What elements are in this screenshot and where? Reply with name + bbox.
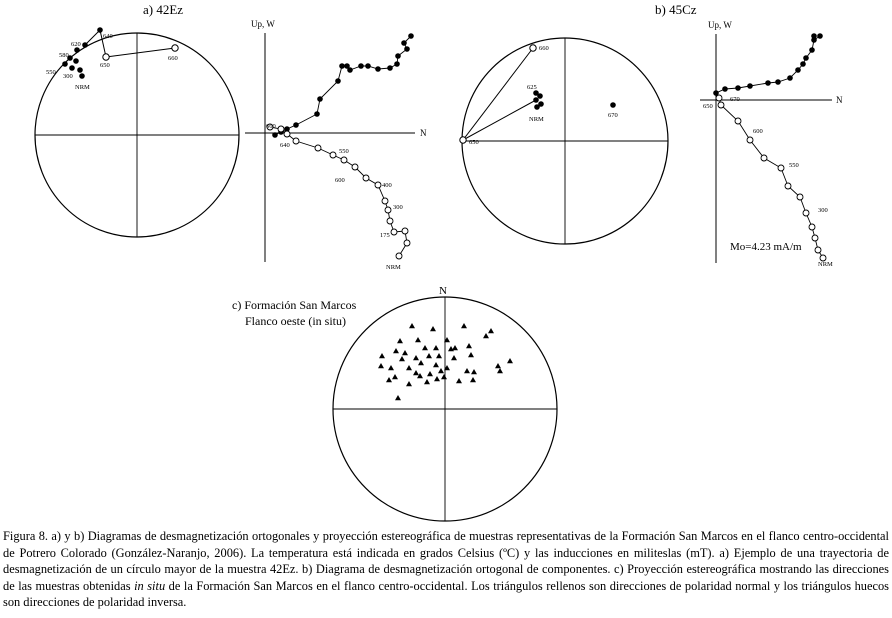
panel-a-zijderveld: Up, W N 660 640 [245, 19, 427, 271]
stereo-a-label: 620 [71, 41, 81, 48]
normal-polarity-triangle [497, 368, 503, 374]
zij-b-label: 670 [730, 96, 740, 103]
normal-polarity-triangle [392, 374, 398, 380]
stereo-b-label: 660 [539, 45, 549, 52]
panel-c-title-line1: c) Formación San Marcos [232, 298, 357, 312]
stereo-a-label: 580 [59, 52, 69, 59]
normal-polarity-triangle [395, 395, 401, 401]
triangle-markers [378, 323, 513, 401]
normal-polarity-triangle [495, 363, 501, 369]
stereo-b-label: 670 [608, 112, 618, 119]
zij-a-label: 550 [339, 148, 349, 155]
normal-polarity-triangle [426, 353, 432, 359]
normal-polarity-triangle [430, 326, 436, 332]
figure-caption: Figura 8. a) y b) Diagramas de desmagnet… [3, 528, 889, 611]
stereo-a-label: 300 [63, 73, 73, 80]
normal-polarity-triangle [386, 377, 392, 383]
normal-polarity-triangle [438, 368, 444, 374]
zij-a-n-label: N [420, 128, 427, 138]
panel-a-stereonet: a) 42Ez 640 620 580 550 300 NRM 650 660 [34, 2, 240, 238]
stereo-a-label: 640 [103, 33, 113, 40]
normal-polarity-triangle [397, 338, 403, 344]
zij-b-label: 550 [789, 162, 799, 169]
caption-italic: in situ [134, 578, 166, 593]
zij-a-label: NRM [386, 264, 401, 271]
stereo-a-label: 660 [168, 55, 178, 62]
normal-polarity-triangle [470, 377, 476, 383]
normal-polarity-triangle [413, 370, 419, 376]
normal-polarity-triangle [466, 343, 472, 349]
normal-polarity-triangle [464, 368, 470, 374]
normal-polarity-triangle [427, 371, 433, 377]
normal-polarity-triangle [436, 353, 442, 359]
normal-polarity-triangle [424, 379, 430, 385]
zij-b-label: 650 [703, 103, 713, 110]
normal-polarity-triangle [415, 337, 421, 343]
normal-polarity-triangle [452, 345, 458, 351]
zij-a-up-label: Up, W [251, 19, 275, 29]
zij-a-label: 300 [393, 204, 403, 211]
caption-text-1: Figura 8. a) y b) Diagramas de desmagnet… [3, 529, 889, 593]
zij-a-label: 660 [266, 123, 276, 130]
panel-a-title: a) 42Ez [143, 2, 183, 17]
stereo-b-label: 650 [469, 139, 479, 146]
normal-polarity-triangle [441, 374, 447, 380]
normal-polarity-triangle [471, 369, 477, 375]
stereo-b-label: 625 [527, 84, 537, 91]
normal-polarity-triangle [444, 365, 450, 371]
panel-b-stereonet: b) 45Cz 660 625 NRM 670 650 [459, 2, 697, 245]
normal-polarity-triangle [379, 353, 385, 359]
normal-polarity-triangle [433, 362, 439, 368]
normal-polarity-triangle [483, 333, 489, 339]
stereo-b-label: NRM [529, 116, 544, 123]
normal-polarity-triangle [507, 358, 513, 364]
normal-polarity-triangle [406, 365, 412, 371]
normal-polarity-triangle [406, 381, 412, 387]
zij-b-n-label: N [836, 95, 843, 105]
zij-a-label: 175 [380, 232, 390, 239]
normal-polarity-triangle [388, 365, 394, 371]
normal-polarity-triangle [444, 337, 450, 343]
zij-b-label: 300 [818, 207, 828, 214]
panel-c-north: N [439, 285, 447, 297]
normal-polarity-triangle [451, 355, 457, 361]
stereo-a-label: 650 [100, 62, 110, 69]
normal-polarity-triangle [434, 376, 440, 382]
panel-c-stereonet: c) Formación San Marcos Flanco oeste (in… [232, 285, 558, 522]
panel-b-zijderveld: Up, W N 670 650 600 550 300 NRM [700, 20, 843, 268]
normal-polarity-triangle [418, 360, 424, 366]
zij-b-up-label: Up, W [708, 20, 732, 30]
normal-polarity-triangle [433, 345, 439, 351]
normal-polarity-triangle [378, 363, 384, 369]
normal-polarity-triangle [422, 345, 428, 351]
figure-8: a) 42Ez 640 620 580 550 300 NRM 650 660 … [34, 2, 843, 522]
caption-text-2: de la Formación San Marcos en el flanco … [3, 578, 889, 610]
normal-polarity-triangle [402, 350, 408, 356]
zij-b-moment: Mo=4.23 mA/m [730, 241, 802, 253]
panel-b-title: b) 45Cz [655, 2, 697, 17]
normal-polarity-triangle [393, 348, 399, 354]
normal-polarity-triangle [456, 378, 462, 384]
normal-polarity-triangle [488, 328, 494, 334]
normal-polarity-triangle [468, 352, 474, 358]
stereo-a-label: 550 [46, 69, 56, 76]
panel-c-title-line2: Flanco oeste (in situ) [245, 314, 346, 328]
normal-polarity-triangle [417, 373, 423, 379]
normal-polarity-triangle [399, 356, 405, 362]
normal-polarity-triangle [409, 323, 415, 329]
zij-a-label: 600 [335, 177, 345, 184]
zij-a-label: 400 [382, 182, 392, 189]
normal-polarity-triangle [461, 323, 467, 329]
zij-b-label: NRM [818, 261, 833, 268]
stereo-a-label: NRM [75, 84, 90, 91]
zij-b-label: 600 [753, 128, 763, 135]
zij-a-label: 640 [280, 142, 290, 149]
normal-polarity-triangle [413, 355, 419, 361]
